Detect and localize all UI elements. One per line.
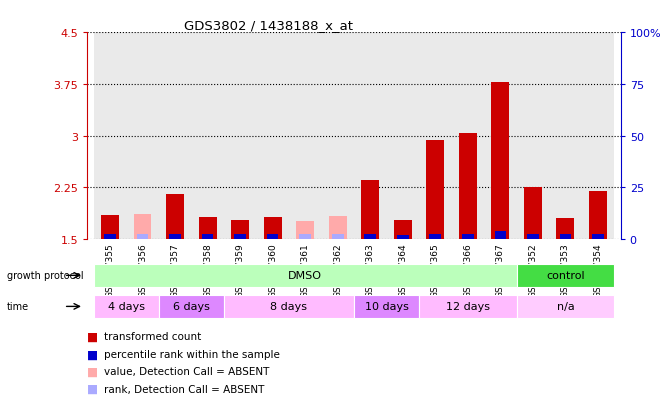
Text: growth protocol: growth protocol — [7, 271, 83, 281]
Bar — [354, 295, 419, 318]
Bar — [426, 140, 444, 240]
Bar — [159, 33, 191, 240]
Bar — [321, 33, 354, 240]
Bar — [159, 295, 224, 318]
Bar — [361, 181, 379, 240]
Bar — [582, 33, 614, 240]
Text: 4 days: 4 days — [108, 301, 145, 312]
Text: DMSO: DMSO — [288, 271, 322, 281]
Text: 6 days: 6 days — [173, 301, 210, 312]
Bar — [267, 235, 278, 240]
Text: 8 days: 8 days — [270, 301, 307, 312]
Bar — [199, 218, 217, 240]
Bar — [94, 295, 159, 318]
Bar — [329, 217, 347, 240]
Text: 10 days: 10 days — [364, 301, 409, 312]
Bar — [462, 234, 474, 240]
Text: ■: ■ — [87, 382, 99, 395]
Bar — [134, 214, 152, 240]
Bar — [299, 235, 311, 240]
Bar — [394, 220, 412, 240]
Bar — [517, 33, 549, 240]
Bar — [231, 220, 249, 240]
Bar — [397, 235, 409, 240]
Text: transformed count: transformed count — [104, 332, 201, 342]
Bar — [517, 264, 614, 287]
Bar — [549, 33, 582, 240]
Bar — [429, 234, 441, 240]
Text: ■: ■ — [87, 330, 99, 343]
Bar — [191, 33, 224, 240]
Bar — [589, 191, 607, 240]
Text: GDS3802 / 1438188_x_at: GDS3802 / 1438188_x_at — [184, 19, 353, 31]
Bar — [364, 234, 376, 240]
Bar — [224, 33, 256, 240]
Bar — [592, 234, 604, 240]
Bar — [166, 195, 184, 240]
Text: ■: ■ — [87, 347, 99, 361]
Bar — [452, 33, 484, 240]
Bar — [137, 235, 148, 240]
Bar — [484, 33, 517, 240]
Bar — [527, 235, 539, 240]
Bar — [560, 235, 571, 240]
Bar — [94, 264, 517, 287]
Bar — [386, 33, 419, 240]
Text: value, Detection Call = ABSENT: value, Detection Call = ABSENT — [104, 366, 269, 376]
Bar — [524, 187, 541, 240]
Bar — [289, 33, 321, 240]
Text: rank, Detection Call = ABSENT: rank, Detection Call = ABSENT — [104, 384, 264, 394]
Text: 12 days: 12 days — [446, 301, 490, 312]
Text: time: time — [7, 301, 29, 312]
Bar — [491, 83, 509, 240]
Text: n/a: n/a — [556, 301, 574, 312]
Bar — [104, 235, 116, 240]
Bar — [234, 235, 246, 240]
Bar — [419, 295, 517, 318]
Bar — [459, 133, 476, 240]
Bar — [296, 222, 314, 240]
Text: percentile rank within the sample: percentile rank within the sample — [104, 349, 280, 359]
Bar — [224, 295, 354, 318]
Bar — [517, 295, 614, 318]
Bar — [264, 218, 282, 240]
Text: control: control — [546, 271, 584, 281]
Bar — [256, 33, 289, 240]
Text: ■: ■ — [87, 365, 99, 378]
Bar — [332, 235, 344, 240]
Bar — [495, 231, 506, 240]
Bar — [126, 33, 159, 240]
Bar — [169, 234, 181, 240]
Bar — [354, 33, 386, 240]
Bar — [202, 235, 213, 240]
Bar — [556, 219, 574, 240]
Bar — [94, 33, 126, 240]
Bar — [419, 33, 452, 240]
Bar — [101, 216, 119, 240]
